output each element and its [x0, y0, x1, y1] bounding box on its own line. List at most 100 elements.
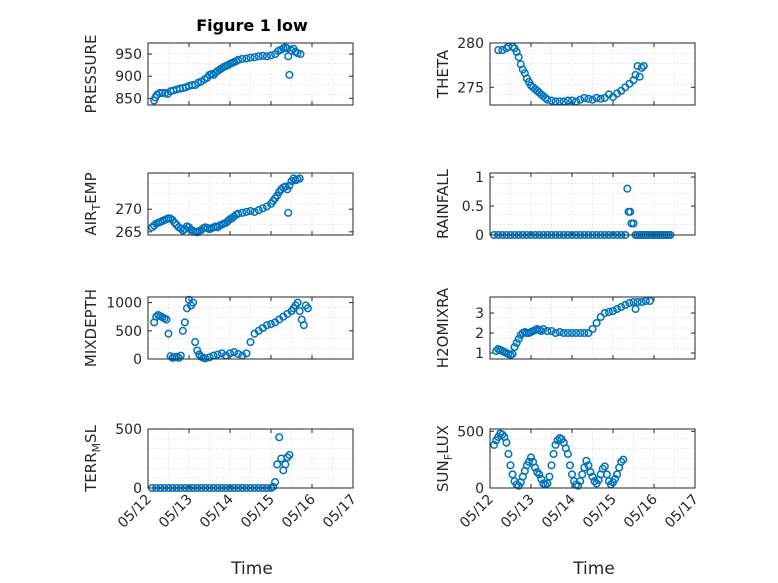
data-point — [586, 468, 595, 477]
data-point — [158, 88, 167, 98]
data-point — [588, 95, 597, 104]
data-point — [602, 470, 611, 479]
data-point — [526, 453, 536, 462]
subplot-sun-flux: 0 500 05/12 05/13 05/14 05/15 05/16 05/17 SUNFLU… — [434, 424, 702, 531]
data-point — [250, 53, 259, 62]
x-tick-label: 05/16 — [621, 491, 661, 531]
data-point — [285, 450, 294, 460]
data-point — [285, 70, 294, 79]
data-point — [545, 472, 554, 481]
data-point — [250, 207, 259, 216]
data-point — [510, 342, 519, 352]
data-point — [285, 181, 294, 190]
data-point — [621, 300, 630, 310]
data-point — [498, 46, 507, 55]
data-point — [547, 326, 556, 336]
y-axis-label: H2OMIXRA — [434, 287, 452, 368]
data-point — [551, 328, 560, 338]
data-point — [576, 95, 585, 104]
data-point — [164, 329, 173, 338]
axes-frame — [489, 42, 696, 106]
axes-frame — [489, 428, 696, 489]
data-point — [303, 304, 312, 313]
data-point — [559, 328, 568, 338]
y-tick-label: 900 — [115, 69, 142, 85]
x-axis-label-left: Time — [230, 559, 273, 579]
data-point — [584, 94, 593, 103]
data-point — [490, 440, 499, 449]
data-point — [617, 302, 626, 312]
data-point — [246, 338, 255, 347]
data-point — [299, 321, 308, 330]
data-point — [626, 207, 635, 216]
data-point — [295, 307, 304, 316]
data-point — [617, 457, 626, 466]
data-point — [225, 349, 235, 358]
x-tick-label: 05/13 — [498, 492, 538, 532]
y-tick-label: 0 — [475, 481, 484, 497]
y-tick-label: 950 — [115, 47, 142, 63]
y-tick-label: 0.5 — [462, 199, 484, 215]
data-point — [578, 470, 587, 479]
x-tick-label: 05/16 — [279, 491, 319, 531]
data-point — [574, 481, 583, 490]
data-point — [269, 482, 278, 491]
data-point — [512, 338, 521, 348]
subplot-pressure: 850 900 950 PRESSURE — [82, 35, 354, 113]
y-axis-label: SUNFLUX — [434, 425, 455, 492]
data-point — [567, 328, 577, 338]
data-point — [637, 63, 646, 72]
data-point — [514, 53, 523, 62]
data-point — [588, 472, 597, 481]
data-point — [180, 318, 189, 327]
subplot-grid: 850 900 950 PRESSURE 275 280 THETA 265 270 AIRTEM… — [82, 35, 702, 532]
x-tick-label: 05/15 — [238, 492, 278, 532]
data-point — [502, 438, 511, 447]
data-point — [193, 346, 202, 355]
x-tick-label: 05/14 — [539, 491, 579, 531]
y-tick-label: 1000 — [106, 296, 142, 312]
y-tick-label: 270 — [115, 202, 142, 218]
subplot-theta: 275 280 THETA — [434, 36, 696, 106]
data-point — [580, 93, 589, 102]
x-axis-label-right: Time — [572, 559, 615, 579]
data-point — [580, 328, 589, 338]
subplot-air-temp: 265 270 AIRTEMP — [82, 172, 354, 241]
data-point — [543, 479, 552, 488]
data-point — [238, 208, 247, 217]
data-point — [641, 296, 650, 306]
y-tick-label: 0 — [475, 228, 484, 244]
data-point — [584, 328, 593, 338]
data-point — [549, 449, 558, 459]
data-point — [533, 468, 542, 477]
data-point — [639, 61, 648, 71]
data-point — [284, 52, 293, 61]
y-tick-label: 275 — [457, 80, 484, 96]
data-point — [582, 456, 591, 465]
x-tick-label: 05/17 — [320, 492, 360, 532]
axes-frame — [147, 42, 354, 106]
data-point — [567, 96, 577, 105]
data-point — [637, 297, 646, 307]
y-tick-label: 265 — [115, 225, 142, 241]
x-tick-label: 05/12 — [115, 492, 155, 532]
axes-frame — [147, 428, 354, 489]
data-point — [242, 54, 251, 63]
data-point — [217, 349, 226, 358]
y-axis-label: RAINFALL — [434, 168, 452, 239]
y-tick-label: 850 — [115, 91, 142, 107]
y-axis-label: TERRMSL — [82, 424, 103, 493]
data-point — [596, 94, 605, 103]
data-point — [504, 449, 513, 459]
data-point — [205, 353, 214, 362]
data-point — [590, 477, 599, 486]
data-point — [234, 209, 243, 218]
subplot-rainfall: 0 0.5 1 RAINFALL — [434, 168, 696, 244]
data-point — [551, 440, 560, 449]
axes-frame — [147, 296, 354, 360]
y-tick-label: 500 — [115, 422, 142, 438]
y-tick-label: 1 — [475, 170, 484, 186]
data-point — [563, 96, 572, 105]
data-point — [572, 328, 581, 338]
data-point — [238, 54, 247, 63]
